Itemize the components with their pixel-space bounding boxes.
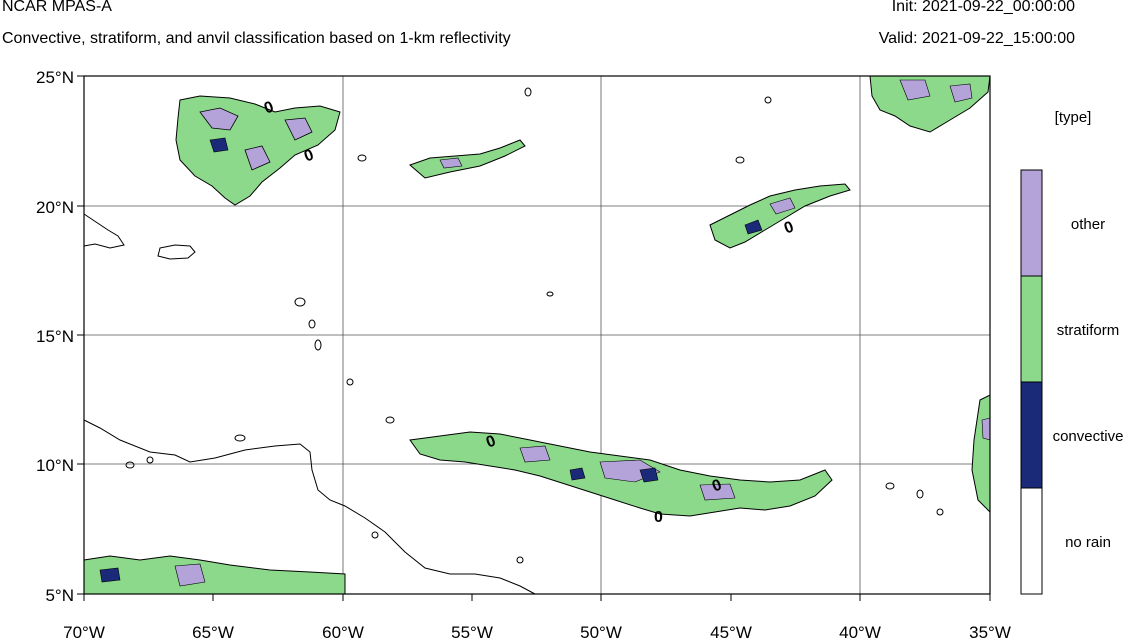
- cell: [885, 482, 895, 490]
- lon-label-50W: 50°W: [580, 623, 622, 641]
- cell: [524, 87, 532, 97]
- lon-label-60W: 60°W: [322, 623, 364, 641]
- lat-label-15N: 15°N: [36, 327, 74, 346]
- legend: [type] other stratiform convective no ra…: [1020, 109, 1124, 595]
- legend-label-other: other: [1071, 216, 1105, 233]
- valid-time: Valid: 2021-09-22_15:00:00: [878, 30, 1075, 47]
- lon-tick-labels: 70°W 65°W 60°W 55°W 50°W 45°W 40°W 35°W: [63, 623, 1011, 641]
- lon-label-40W: 40°W: [839, 623, 881, 641]
- lon-label-55W: 55°W: [451, 623, 493, 641]
- coastline-puerto-rico: [83, 213, 125, 249]
- legend-swatch-no-rain: [1020, 487, 1043, 595]
- lat-label-10N: 10°N: [36, 456, 74, 475]
- coastline-south-america: [83, 419, 536, 595]
- lat-label-25N: 25°N: [36, 68, 74, 87]
- legend-swatch-convective: [1020, 381, 1043, 489]
- legend-title: [type]: [1055, 109, 1092, 126]
- lat-label-20N: 20°N: [36, 198, 74, 217]
- coastline-island: [157, 244, 196, 260]
- precip-cluster-far-ne: [869, 75, 991, 133]
- precip-cluster-ne: [709, 183, 851, 249]
- lat-tick-labels: 5°N 10°N 15°N 20°N 25°N: [36, 68, 74, 605]
- cell: [146, 456, 154, 464]
- model-title: NCAR MPAS-A: [2, 0, 112, 15]
- lon-label-70W: 70°W: [63, 623, 105, 641]
- legend-label-no-rain: no rain: [1065, 534, 1111, 551]
- lat-label-5N: 5°N: [45, 586, 74, 605]
- cell: [371, 531, 379, 539]
- cell: [936, 508, 944, 516]
- cell: [916, 489, 924, 499]
- cell: [516, 556, 524, 564]
- cell: [294, 297, 306, 307]
- tick-marks: [77, 75, 991, 601]
- precip-cluster-central-north: [409, 139, 526, 179]
- contour-label: 0: [654, 509, 663, 526]
- lon-label-45W: 45°W: [710, 623, 752, 641]
- legend-label-stratiform: stratiform: [1057, 322, 1120, 339]
- cell: [546, 291, 554, 297]
- gridlines: [84, 76, 990, 594]
- cell: [125, 461, 135, 469]
- precip-cluster-east-edge: [971, 394, 991, 514]
- plot-description: Convective, stratiform, and anvil classi…: [2, 30, 511, 47]
- legend-swatch-other: [1020, 169, 1043, 277]
- lon-label-65W: 65°W: [192, 623, 234, 641]
- cell: [385, 416, 395, 424]
- cell: [314, 339, 322, 351]
- lon-label-35W: 35°W: [969, 623, 1011, 641]
- cell: [346, 378, 354, 386]
- legend-label-convective: convective: [1053, 428, 1124, 445]
- init-time: Init: 2021-09-22_00:00:00: [891, 0, 1075, 15]
- legend-swatch-stratiform: [1020, 275, 1043, 383]
- cell: [234, 434, 246, 442]
- cell: [308, 319, 316, 329]
- precip-cluster-nw: [175, 95, 341, 206]
- precip-band-itcz: [409, 431, 833, 517]
- cell: [764, 96, 772, 104]
- cell: [735, 156, 745, 164]
- cell: [357, 154, 367, 162]
- coastlines: [83, 213, 536, 595]
- scattered-cells: [125, 87, 944, 564]
